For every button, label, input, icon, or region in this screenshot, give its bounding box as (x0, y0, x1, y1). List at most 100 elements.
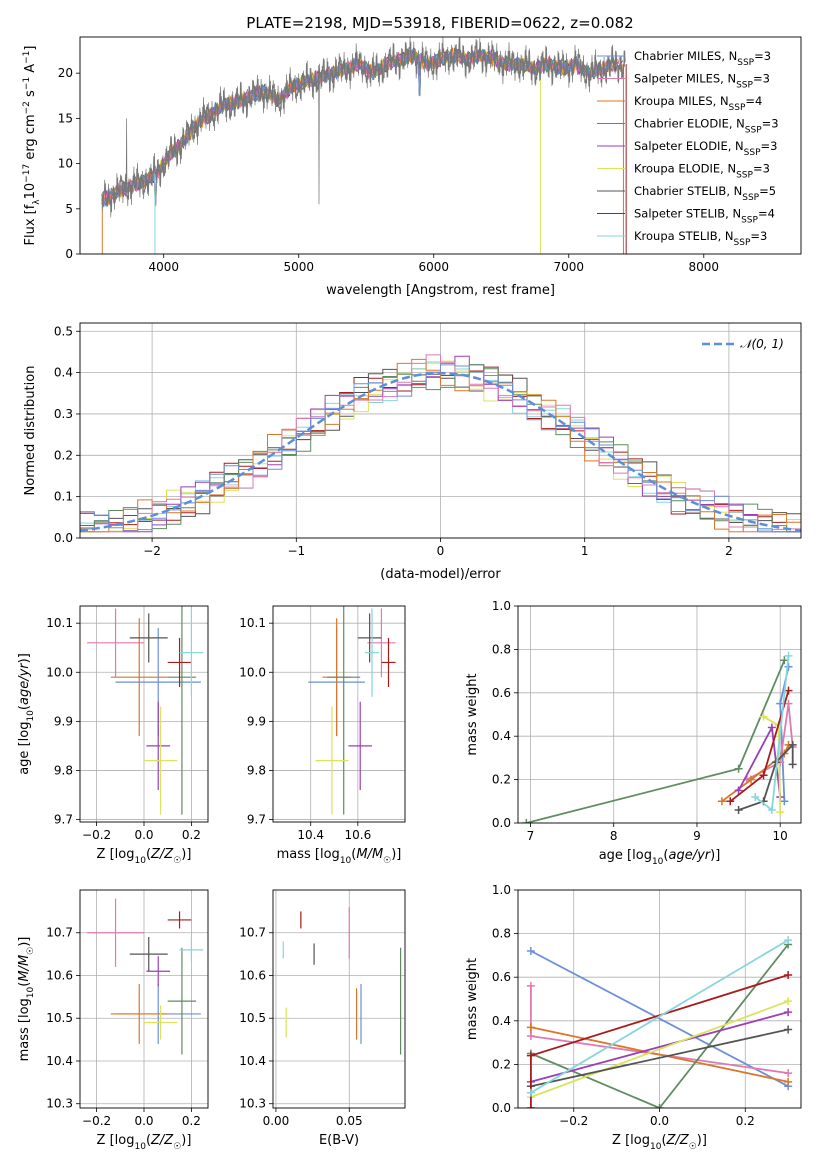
y-tick-label: 0.0 (54, 531, 73, 545)
y-tick-label: 9.8 (54, 763, 73, 777)
weight-marker (784, 651, 793, 660)
y-axis-label: age [log10(age/yr)] (17, 653, 36, 775)
y-tick-label: 9.7 (247, 813, 266, 827)
weight-marker (734, 805, 743, 814)
x-tick-label: 0.2 (182, 1114, 201, 1128)
spectrum-panel: 4000 5000 6000 7000 8000 0 5 10 15 20 wavelength [… (22, 36, 802, 298)
axes-frame (79, 322, 802, 539)
normal-curve (80, 371, 801, 533)
y-axis-label: mass weight (465, 673, 480, 755)
legend-label: Salpeter MILES, NSSP=3 (634, 72, 770, 91)
weight-marker (726, 797, 735, 806)
y-axis-label: mass [log10(M/M☉)] (17, 937, 36, 1062)
z-age-panel: −0.2 0.0 0.2 9.7 9.8 9.9 10.0 10.1 Z [log10(Z/Z☉… (17, 605, 209, 866)
axes-frame (79, 889, 209, 1109)
weight-marker (780, 656, 789, 665)
x-tick-label: 5000 (283, 260, 314, 274)
y-tick-label: 10.5 (239, 1011, 266, 1025)
legend-label: Chabrier STELIB, NSSP=5 (634, 184, 776, 203)
y-axis-label: mass weight (465, 958, 480, 1040)
weight-marker (526, 1051, 535, 1060)
x-tick-label: 1 (581, 544, 589, 558)
weight-marker (734, 764, 743, 773)
y-tick-label: 0.2 (54, 448, 73, 462)
y-axis-label: Normed distribution (23, 366, 38, 496)
y-tick-label: 10.6 (46, 968, 73, 982)
x-tick-label: 0.0 (650, 1114, 669, 1128)
x-tick-label: 10.6 (344, 828, 371, 842)
x-tick-label: 0.0 (134, 1114, 153, 1128)
y-tick-label: 9.9 (247, 714, 266, 728)
x-tick-label: 0 (437, 544, 445, 558)
y-tick-label: 10.1 (239, 616, 266, 630)
figure-title: PLATE=2198, MJD=53918, FIBERID=0622, z=0… (246, 14, 633, 32)
x-tick-label: 0.00 (263, 1114, 290, 1128)
weight-marker (526, 981, 535, 990)
weight-marker (784, 686, 793, 695)
weight-marker (784, 1069, 793, 1078)
legend-label: Kroupa MILES, NSSP=4 (634, 94, 762, 113)
y-tick-label: 0.4 (54, 366, 73, 380)
weight-marker (717, 797, 726, 806)
weight-marker (767, 723, 776, 732)
age-weight-plot-area (518, 606, 801, 823)
y-tick-label: 10.3 (239, 1097, 266, 1111)
weight-marker (526, 1032, 535, 1041)
y-tick-label: 10.7 (46, 926, 73, 940)
weight-marker (526, 1088, 535, 1097)
x-axis-label: Z [log10(Z/Z☉)] (97, 1133, 192, 1152)
weight-marker (526, 1023, 535, 1032)
weight-line (530, 1028, 789, 1088)
y-tick-label: 0.0 (492, 1101, 511, 1115)
weight-line (530, 1011, 789, 1083)
axes-frame (272, 889, 406, 1109)
x-tick-label: 7000 (553, 260, 584, 274)
y-tick-label: 0.2 (492, 773, 511, 787)
x-tick-label: 6000 (418, 260, 449, 274)
y-tick-label: 0 (65, 247, 73, 261)
y-tick-label: 10.7 (239, 926, 266, 940)
axes-frame (79, 36, 802, 255)
legend-label: Chabrier ELODIE, NSSP=3 (634, 117, 779, 136)
z-weight-plot-area (518, 890, 801, 1108)
x-tick-label: −1 (287, 544, 305, 558)
weight-line (530, 1026, 789, 1083)
weight-marker (776, 808, 785, 817)
weight-marker (784, 1077, 793, 1086)
y-tick-label: 20 (58, 66, 73, 80)
x-axis-label: E(B-V) (319, 1133, 359, 1148)
age-weight-panel: 7 8 9 10 0.0 0.2 0.4 0.6 0.8 1.0 age [log10(age/yr… (465, 599, 802, 867)
x-axis-label: mass [log10(M/M☉)] (277, 847, 402, 866)
x-tick-label: 8 (610, 829, 618, 843)
x-axis-label: Z [log10(Z/Z☉)] (97, 847, 192, 866)
weight-line (530, 1000, 789, 1098)
x-tick-label: −2 (143, 544, 161, 558)
weight-marker (747, 775, 756, 784)
y-tick-label: 15 (58, 111, 73, 125)
y-tick-label: 0.0 (492, 816, 511, 830)
y-tick-label: 0.5 (54, 324, 73, 338)
x-tick-label: −0.2 (559, 1114, 588, 1128)
y-tick-label: 1.0 (492, 883, 511, 897)
spectrum-plot-area (101, 37, 627, 254)
y-tick-label: 0.4 (492, 1014, 511, 1028)
axes-frame (517, 889, 802, 1109)
weight-line (530, 950, 789, 1087)
axes-frame (272, 605, 406, 823)
weight-marker (522, 819, 531, 823)
weight-marker (784, 936, 793, 945)
weight-marker (526, 947, 535, 956)
weight-line (530, 939, 789, 1094)
legend-label: Salpeter ELODIE, NSSP=3 (634, 139, 777, 158)
legend-label: Kroupa STELIB, NSSP=3 (634, 229, 767, 248)
weight-marker (767, 805, 776, 814)
x-tick-label: 9 (693, 829, 701, 843)
weight-marker (784, 997, 793, 1006)
y-tick-label: 10.0 (239, 665, 266, 679)
weight-marker (784, 1008, 793, 1017)
weight-marker (734, 786, 743, 795)
x-tick-label: 8000 (689, 260, 720, 274)
y-tick-label: 10.1 (46, 616, 73, 630)
y-tick-label: 10.5 (46, 1011, 73, 1025)
